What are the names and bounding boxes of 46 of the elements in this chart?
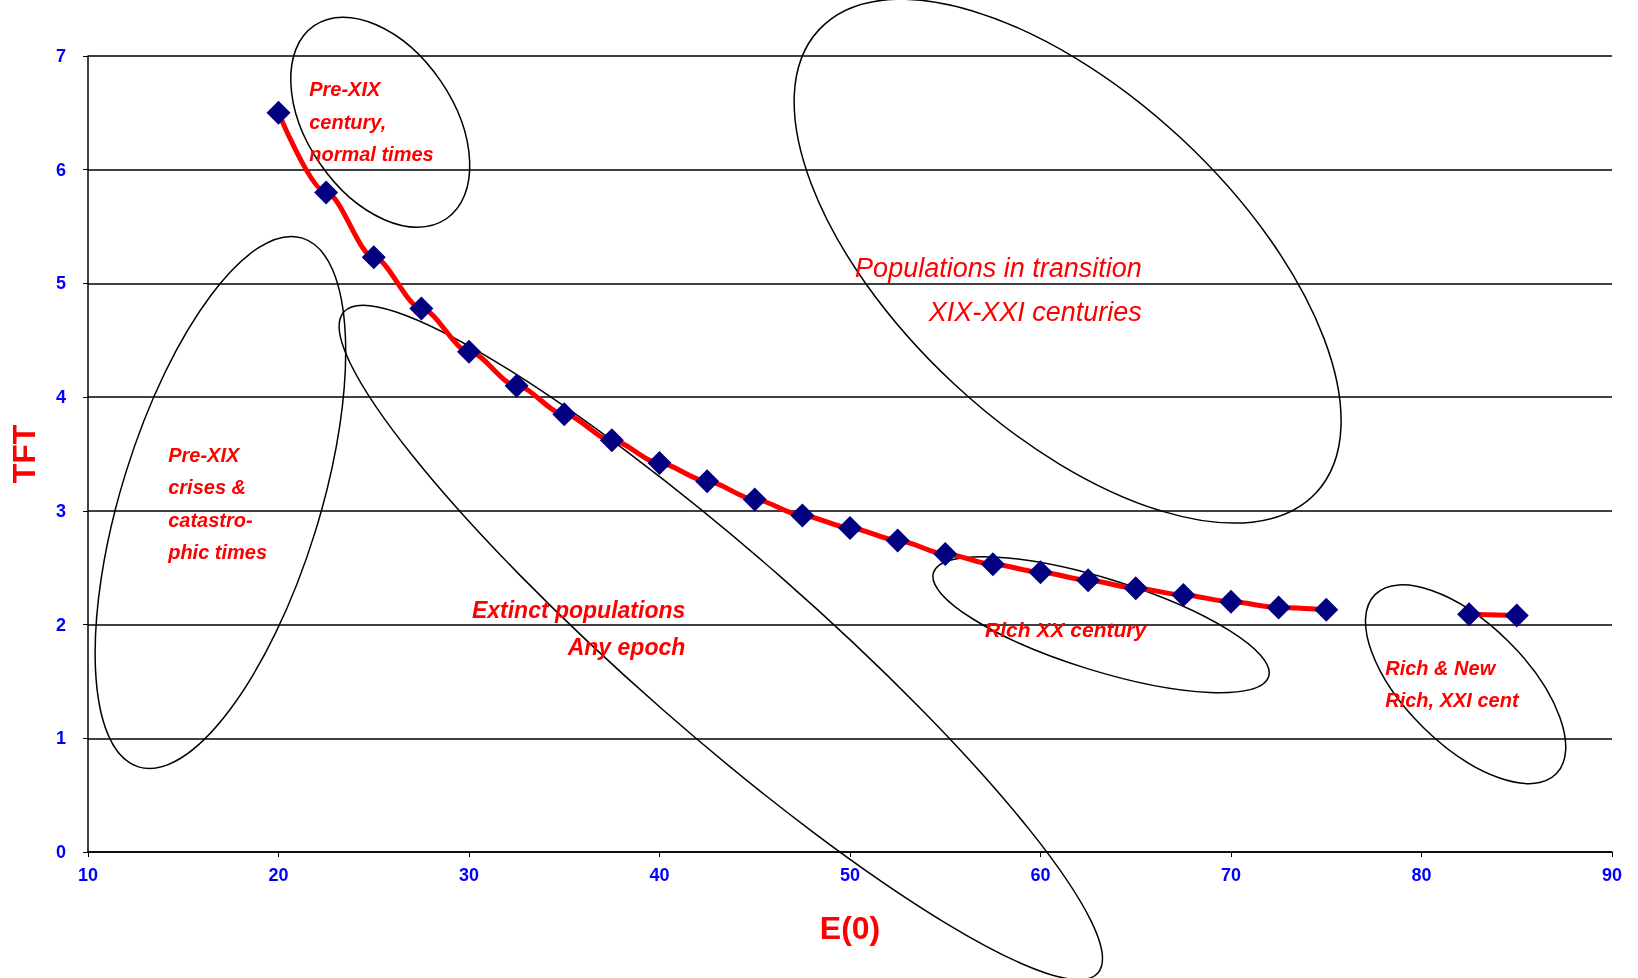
y-tick-label: 6 [55, 159, 66, 180]
y-tick-label: 3 [55, 500, 66, 521]
point [790, 503, 815, 528]
point [504, 373, 529, 398]
point [1171, 583, 1196, 608]
x-tick-label: 70 [1220, 865, 1242, 885]
y-axis-title: TFT [6, 424, 42, 484]
x-tick-label: 60 [1030, 865, 1051, 885]
x-tick-label: 30 [458, 865, 480, 885]
point [314, 180, 339, 205]
point [1504, 603, 1529, 628]
y-tick-label: 5 [55, 273, 66, 294]
y-tick-label: 4 [55, 387, 66, 408]
annotation: Populations in transition XIX-XXI centuries [855, 253, 1142, 328]
point [552, 402, 577, 427]
point [647, 451, 672, 476]
point [1266, 595, 1291, 620]
point [933, 542, 958, 567]
x-tick-label: 20 [268, 865, 289, 885]
point [1219, 589, 1243, 614]
y-tick-label: 7 [55, 46, 66, 66]
x-tick-label: 50 [839, 865, 861, 885]
point [838, 515, 862, 540]
point [599, 428, 624, 453]
point [266, 100, 291, 125]
y-tick-label: 0 [55, 842, 66, 862]
annotation: Pre-XIX crises & catastro- phic times [167, 443, 268, 564]
point [885, 528, 910, 553]
point [1314, 597, 1339, 622]
x-tick-label: 40 [649, 865, 670, 885]
point [361, 245, 386, 270]
point [457, 339, 481, 364]
point [742, 487, 767, 512]
x-axis-title: E(0) [819, 910, 881, 946]
point [1457, 602, 1482, 627]
y-tick-label: 2 [55, 614, 66, 635]
point [980, 552, 1005, 577]
point [695, 469, 720, 494]
y-tick-label: 1 [55, 728, 66, 749]
point [1076, 568, 1101, 593]
x-tick-label: 90 [1601, 865, 1623, 885]
point [409, 296, 434, 321]
x-tick-label: 10 [77, 865, 99, 885]
x-tick-label: 80 [1411, 865, 1432, 885]
point [1123, 576, 1148, 601]
point [1028, 560, 1053, 585]
